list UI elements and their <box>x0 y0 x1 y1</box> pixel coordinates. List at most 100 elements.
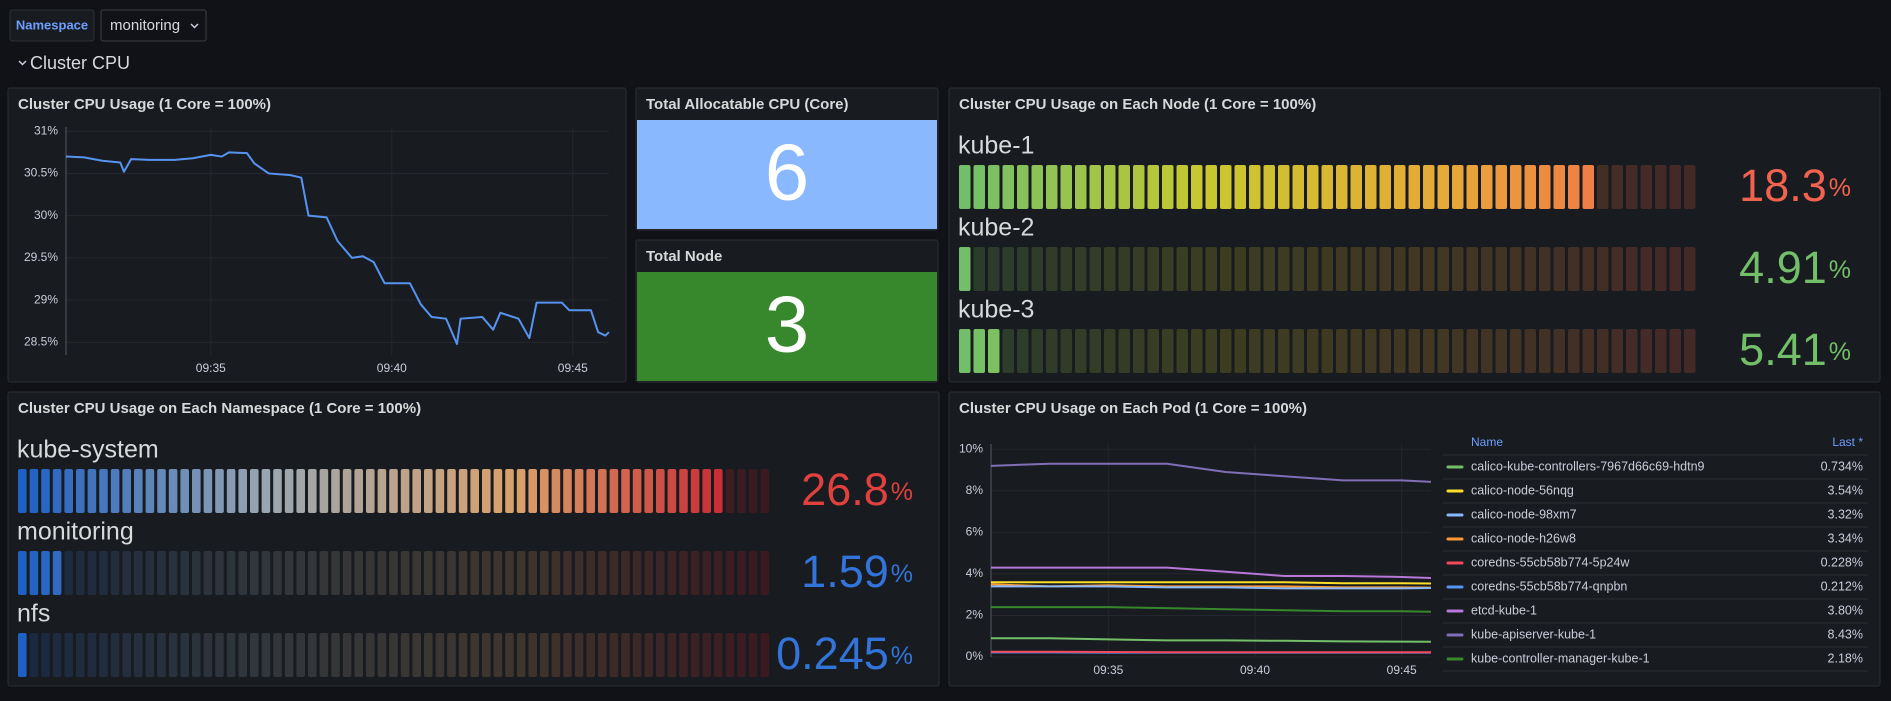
gauge-cell-empty <box>284 551 294 595</box>
gauge-cell <box>1278 165 1290 209</box>
gauge-cell-empty <box>447 633 456 677</box>
gauge-cell-empty <box>1452 247 1464 291</box>
panel-title: Total Node <box>646 248 722 265</box>
gauge-cell-empty <box>1452 329 1464 373</box>
gauge-cell-empty <box>1684 329 1696 373</box>
legend-name: calico-node-h26w8 <box>1471 531 1576 545</box>
namespace-dropdown[interactable] <box>100 9 207 42</box>
gauge-cell-empty <box>1002 329 1014 373</box>
gauge-cell-empty <box>621 633 630 677</box>
gauge-cell-empty <box>331 633 340 677</box>
gauge-cell-empty <box>203 633 213 677</box>
panel-title: Cluster CPU Usage on Each Node (1 Core =… <box>959 96 1316 113</box>
stat-value: 6 <box>765 128 810 217</box>
gauge-label: monitoring <box>17 518 134 546</box>
gauge-cell <box>1495 165 1507 209</box>
gauge-cell <box>1423 165 1435 209</box>
series-line <box>991 637 1432 643</box>
gauge-cell <box>29 469 39 513</box>
gauge-cell <box>1220 165 1232 209</box>
gauge-cell-empty <box>447 551 456 595</box>
gauge-cell-empty <box>690 551 700 595</box>
gauge-cell-empty <box>1365 329 1377 373</box>
series-line <box>990 462 1432 483</box>
gauge-cell-empty <box>1394 247 1406 291</box>
gauge-cell-empty <box>598 551 607 595</box>
gauge-cell <box>1133 165 1145 209</box>
gauge-cell-empty <box>632 551 642 595</box>
gauge-cell <box>632 469 642 513</box>
gauge-cell-empty <box>1133 247 1145 291</box>
legend-last: 0.734% <box>1821 459 1863 473</box>
gauge-cell-empty <box>760 551 769 595</box>
gauge-cell-empty <box>1481 329 1493 373</box>
gauge-cell-empty <box>1263 247 1275 291</box>
row-chevron[interactable] <box>18 60 27 66</box>
gauge-cell-empty <box>99 633 108 677</box>
y-tick-label: 29% <box>34 292 58 306</box>
gauge-cell-empty <box>609 551 619 595</box>
gauge-cell <box>308 469 317 513</box>
gauge-cell <box>1205 165 1217 209</box>
legend-last: 8.43% <box>1828 627 1863 641</box>
gauge-cell <box>973 165 985 209</box>
gauge-cell-empty <box>1292 247 1304 291</box>
gauge-cell-empty <box>667 633 677 677</box>
gauge-cell <box>1568 165 1580 209</box>
panel <box>7 391 940 687</box>
gauge-cell-empty <box>725 469 735 513</box>
gauge-cell-empty <box>1089 247 1101 291</box>
gauge-cell-empty <box>1089 329 1101 373</box>
gauge-cell-empty <box>122 551 131 595</box>
gauge-cell-empty <box>64 551 73 595</box>
gauge-cell <box>180 469 189 513</box>
legend-name: calico-node-98xm7 <box>1471 507 1577 521</box>
gauge-cell-empty <box>168 633 178 677</box>
gauge-cell <box>412 469 421 513</box>
gauge-cell-empty <box>609 633 619 677</box>
x-tick-label: 09:45 <box>1387 663 1417 677</box>
gauge-cell <box>1002 165 1014 209</box>
gauge-cell-empty <box>470 633 479 677</box>
gauge-cell-empty <box>1669 165 1681 209</box>
gauge-cell-empty <box>1423 247 1435 291</box>
gauge-cell-empty <box>1031 329 1043 373</box>
gauge-cell-empty <box>1524 247 1536 291</box>
gauge-cell <box>959 165 971 209</box>
gauge-value-number: 0.245 <box>776 628 889 679</box>
gauge-cell-empty <box>470 551 479 595</box>
gauge-cell <box>1234 165 1246 209</box>
gauge-cell-empty <box>1118 247 1130 291</box>
gauge-cell-empty <box>1437 247 1449 291</box>
gauge-cell <box>215 469 224 513</box>
gauge-cell-empty <box>319 633 329 677</box>
gauge-cell <box>973 329 985 373</box>
gauge-cell-empty <box>458 633 468 677</box>
gauge-cell-empty <box>1655 165 1667 209</box>
gauge-cell <box>447 469 456 513</box>
gauge-cell <box>296 469 305 513</box>
gauge-cell-empty <box>714 633 723 677</box>
gauge-cell-empty <box>1278 329 1290 373</box>
gauge-cell-empty <box>76 551 85 595</box>
gauge-cell-empty <box>354 633 363 677</box>
gauge-cell-empty <box>180 551 189 595</box>
y-tick-label: 30% <box>34 208 58 222</box>
gauge-cell-empty <box>1495 329 1507 373</box>
series-line <box>65 151 610 346</box>
gauge-cell-empty <box>1205 329 1217 373</box>
gauge-cell <box>250 469 259 513</box>
gauge-cell-empty <box>1611 247 1623 291</box>
legend-last: 0.212% <box>1821 579 1863 593</box>
namespace-value[interactable]: monitoring <box>110 17 180 34</box>
gauge-value: 18.3% <box>1739 160 1851 211</box>
gauge-cell-empty <box>1669 329 1681 373</box>
y-tick-label: 2% <box>966 608 984 622</box>
gauge-cell-empty <box>1336 247 1348 291</box>
row-title[interactable]: Cluster CPU <box>30 53 130 73</box>
gauge-cell-empty <box>238 633 247 677</box>
gauge-cell <box>586 469 595 513</box>
gauge-cell-empty <box>516 551 526 595</box>
gauge-cell <box>1060 165 1072 209</box>
gauge-cell-empty <box>145 633 155 677</box>
